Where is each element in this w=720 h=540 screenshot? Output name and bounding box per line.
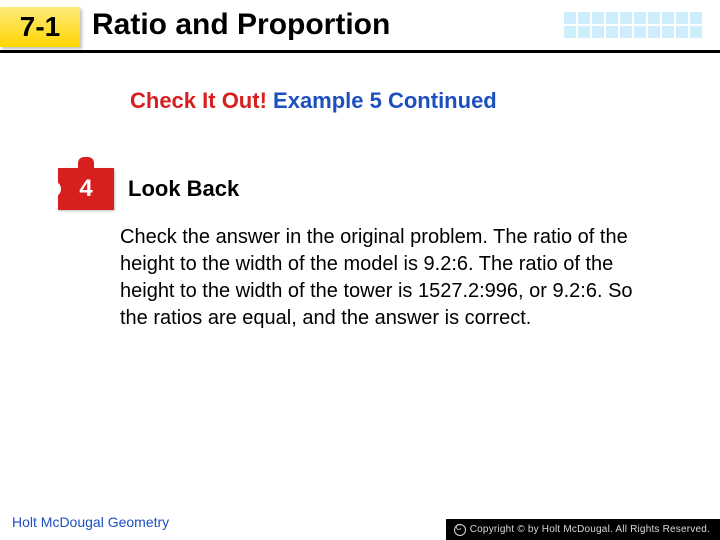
puzzle-piece-icon: 4: [58, 168, 114, 210]
step-row: 4 Look Back: [58, 168, 720, 210]
subtitle-example: Example 5 Continued: [273, 88, 497, 113]
header-grid-decoration: [564, 12, 702, 38]
section-number-box: 7-1: [0, 7, 80, 47]
subtitle-check-it-out: Check It Out!: [130, 88, 267, 113]
header-rule: [0, 50, 720, 53]
chapter-title: Ratio and Proportion: [92, 8, 390, 42]
subtitle: Check It Out! Example 5 Continued: [130, 88, 720, 114]
section-number: 7-1: [20, 11, 60, 43]
body-paragraph: Check the answer in the original problem…: [120, 224, 650, 332]
footer-publisher: Holt McDougal Geometry: [12, 514, 169, 530]
footer-copyright: Copyright © by Holt McDougal. All Rights…: [446, 519, 720, 540]
step-title: Look Back: [128, 176, 239, 202]
slide-header: 7-1 Ratio and Proportion: [0, 0, 720, 54]
step-number: 4: [79, 175, 92, 203]
